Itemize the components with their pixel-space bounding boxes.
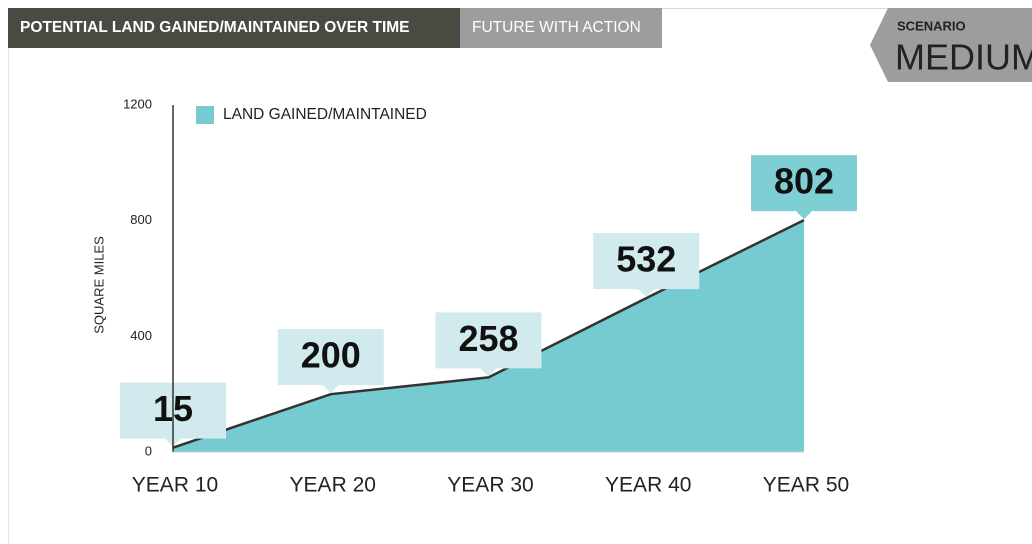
y-tick-label: 400 [130, 328, 152, 343]
header-tab-text: FUTURE WITH ACTION [472, 19, 641, 36]
scenario-value: MEDIUM [895, 37, 1032, 78]
scenario-label: SCENARIO [897, 18, 966, 33]
legend-label: LAND GAINED/MAINTAINED [223, 106, 427, 123]
header-tab [460, 8, 662, 48]
y-tick-label: 0 [145, 443, 152, 458]
area [173, 220, 804, 452]
data-label: 258 [458, 318, 518, 359]
label-box [277, 329, 384, 394]
label-box [435, 312, 542, 377]
y-axis-label: SQUARE MILES [91, 236, 106, 334]
scenario-badge [870, 8, 1032, 82]
x-tick-label: YEAR 30 [447, 474, 533, 497]
x-tick-label: YEAR 10 [132, 474, 218, 497]
label-box [751, 155, 857, 220]
data-label: 200 [301, 335, 361, 376]
label-box [593, 233, 700, 298]
x-tick-label: YEAR 20 [290, 474, 376, 497]
legend-swatch [196, 106, 214, 124]
x-tick-label: YEAR 40 [605, 474, 691, 497]
y-tick-label: 1200 [123, 96, 152, 111]
data-label: 802 [774, 161, 834, 202]
header-bar [8, 8, 460, 48]
data-label: 532 [616, 239, 676, 280]
header-title: POTENTIAL LAND GAINED/MAINTAINED OVER TI… [20, 19, 410, 36]
y-tick-label: 800 [130, 212, 152, 227]
x-tick-label: YEAR 50 [763, 474, 849, 497]
